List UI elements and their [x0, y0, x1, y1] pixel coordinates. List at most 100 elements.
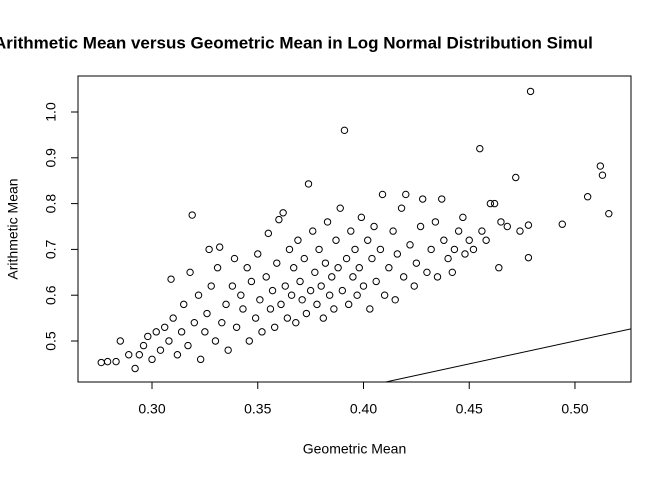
point [334, 264, 342, 272]
point [201, 328, 209, 336]
point [205, 245, 213, 254]
point [336, 204, 344, 212]
point [389, 227, 397, 235]
point [152, 328, 160, 336]
point [196, 355, 205, 364]
point [340, 126, 349, 135]
point [103, 357, 112, 366]
point [399, 273, 408, 281]
point [270, 323, 279, 331]
point [351, 245, 359, 254]
point [228, 282, 237, 290]
chart-title: Arithmetic Mean versus Geometric Mean in… [0, 33, 593, 52]
point [380, 291, 389, 299]
point [524, 253, 533, 262]
point [376, 245, 385, 254]
point [444, 254, 452, 263]
point [218, 318, 226, 327]
point [423, 268, 431, 277]
point [450, 245, 459, 254]
point [372, 277, 380, 286]
point [304, 180, 313, 188]
y-tick-label: 0.8 [43, 194, 59, 214]
point [112, 357, 120, 366]
point [298, 296, 306, 304]
point [266, 305, 275, 313]
point [368, 254, 376, 263]
point [330, 305, 338, 313]
point [516, 227, 524, 235]
point [186, 268, 194, 277]
point [416, 222, 425, 231]
point [328, 273, 336, 281]
point [180, 300, 188, 309]
point [465, 236, 473, 244]
point [357, 213, 366, 222]
point [469, 245, 478, 254]
point [512, 173, 520, 182]
point [125, 351, 133, 359]
point [306, 286, 315, 295]
x-tick-label: 0.30 [138, 401, 165, 417]
point [207, 282, 215, 290]
point [397, 204, 406, 212]
point [296, 277, 304, 286]
point [325, 291, 334, 299]
y-tick-label: 0.7 [43, 239, 59, 259]
x-tick-label: 0.35 [244, 401, 271, 417]
point [385, 264, 393, 272]
point [433, 273, 442, 281]
point [370, 222, 378, 231]
point [418, 195, 427, 203]
point [190, 318, 199, 327]
point [144, 332, 152, 341]
point [342, 254, 351, 263]
point [294, 236, 302, 244]
x-tick-label: 0.40 [350, 401, 377, 417]
point [300, 254, 308, 263]
point [315, 245, 323, 254]
point [438, 195, 446, 203]
point [245, 337, 253, 345]
x-tick-label: 0.50 [561, 401, 588, 417]
point [431, 218, 440, 226]
point [277, 300, 285, 309]
point [495, 264, 503, 272]
point [254, 250, 262, 258]
point [97, 358, 105, 367]
point [251, 314, 260, 322]
point [211, 337, 220, 345]
point [116, 337, 124, 345]
y-tick-label: 0.9 [43, 148, 59, 168]
point [476, 144, 484, 153]
point [292, 318, 300, 327]
point [222, 300, 230, 309]
point [194, 291, 203, 299]
point [402, 190, 410, 199]
point [478, 227, 486, 235]
point [490, 199, 499, 208]
point [412, 259, 421, 267]
point [410, 282, 418, 290]
point [302, 309, 311, 318]
point [440, 236, 448, 244]
point [279, 209, 287, 217]
point [131, 364, 139, 373]
y-tick-label: 0.6 [43, 285, 59, 305]
point [393, 250, 402, 258]
point [273, 259, 281, 267]
point [232, 323, 241, 331]
point [287, 291, 296, 299]
point [258, 328, 266, 336]
point [215, 243, 224, 251]
reference-line [383, 328, 631, 382]
point [256, 296, 264, 304]
point [203, 309, 211, 318]
plot-frame [77, 75, 632, 383]
point [344, 300, 353, 309]
point [156, 346, 165, 354]
point [461, 250, 469, 258]
point [526, 87, 535, 96]
point [355, 264, 363, 272]
